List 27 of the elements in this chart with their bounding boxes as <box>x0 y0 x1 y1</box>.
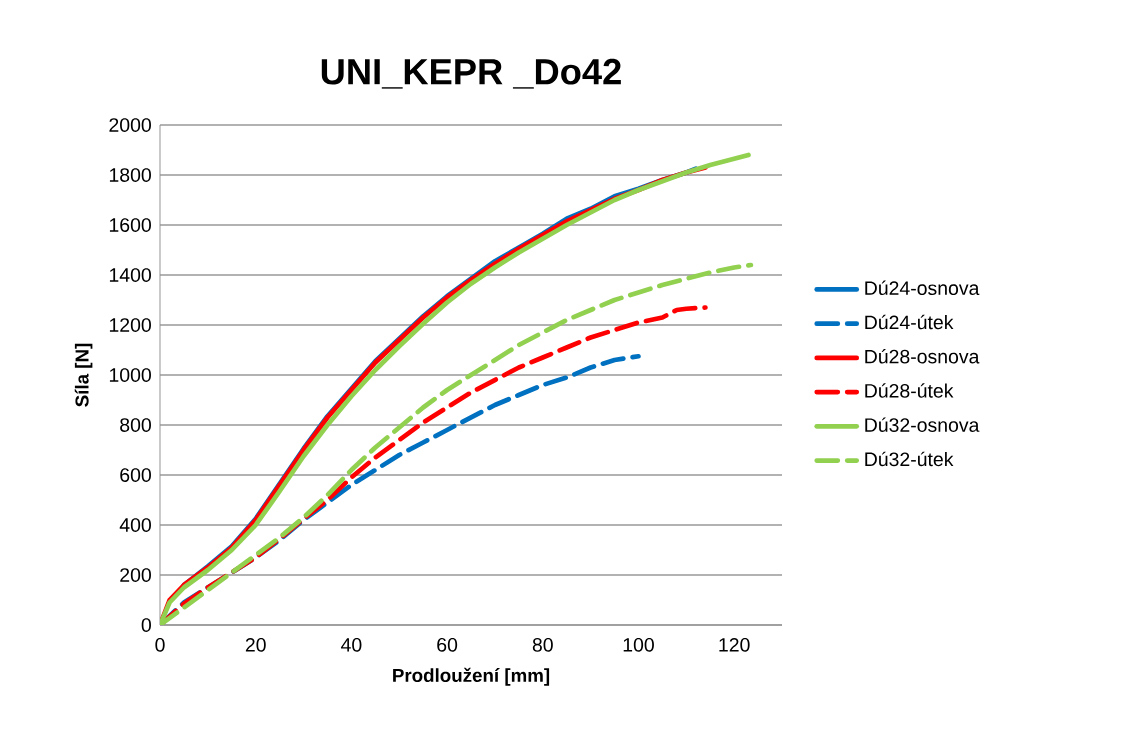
y-axis-title: Síla [N] <box>74 343 93 407</box>
chart-title: UNI_KEPR _Do42 <box>321 58 621 89</box>
legend-label: Dú32-osnova <box>865 417 980 432</box>
x-tick-label: 100 <box>623 637 654 652</box>
y-tick-label: 200 <box>120 568 151 582</box>
x-tick-label: 20 <box>245 637 266 652</box>
y-tick-label: 2000 <box>109 118 151 132</box>
x-axis-title: Prodloužení [mm] <box>393 667 550 686</box>
legend-label: Dú24-osnova <box>865 280 980 295</box>
y-tick-label: 1800 <box>109 168 151 182</box>
x-tick-label: 120 <box>719 637 750 652</box>
y-tick-label: 800 <box>120 418 151 432</box>
y-tick-label: 1400 <box>109 268 151 282</box>
x-tick-label: 40 <box>341 637 362 652</box>
y-tick-label: 1600 <box>109 218 151 232</box>
x-tick-label: 0 <box>155 637 165 652</box>
legend-label: Dú28-útek <box>865 383 954 398</box>
y-tick-label: 0 <box>141 618 151 632</box>
legend-label: Dú24-útek <box>865 314 954 330</box>
y-tick-label: 400 <box>119 518 151 532</box>
x-tick-label: 60 <box>437 637 458 652</box>
y-tick-label: 1200 <box>109 318 151 332</box>
x-tick-label: 80 <box>532 637 553 652</box>
legend-label: Dú32-útek <box>865 451 954 467</box>
y-tick-label: 1000 <box>109 368 151 382</box>
legend-label: Dú28-osnova <box>865 348 980 364</box>
y-tick-label: 600 <box>120 468 151 482</box>
